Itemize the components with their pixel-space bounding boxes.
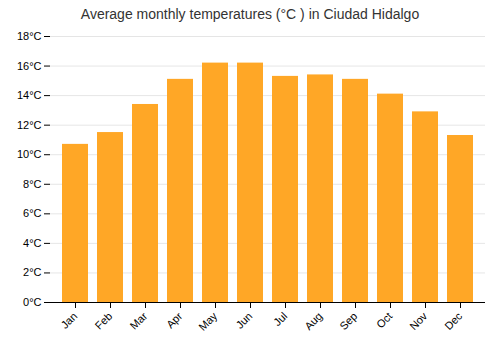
svg-text:Oct: Oct (374, 310, 395, 331)
svg-text:Jun: Jun (233, 310, 254, 331)
svg-text:16°C: 16°C (17, 60, 42, 72)
svg-text:Feb: Feb (93, 310, 115, 332)
svg-text:Sep: Sep (337, 310, 359, 332)
svg-text:Apr: Apr (164, 310, 185, 331)
svg-text:0°C: 0°C (23, 296, 42, 308)
svg-text:Nov: Nov (407, 309, 430, 332)
svg-text:4°C: 4°C (23, 237, 42, 249)
html-text:Average monthly temperatures (: Average monthly temperatures (°C ) in Ci… (80, 6, 420, 22)
svg-text:Aug: Aug (302, 310, 324, 332)
svg-text:6°C: 6°C (23, 207, 42, 219)
svg-text:2°C: 2°C (23, 266, 42, 278)
svg-text:Dec: Dec (442, 309, 465, 332)
svg-text:8°C: 8°C (23, 178, 42, 190)
svg-text:12°C: 12°C (17, 119, 42, 131)
svg-text:14°C: 14°C (17, 89, 42, 101)
svg-text:10°C: 10°C (17, 148, 42, 160)
svg-text:Jul: Jul (271, 310, 289, 328)
svg-text:Mar: Mar (128, 310, 150, 332)
svg-text:Jan: Jan (58, 310, 79, 331)
svg-text:May: May (196, 309, 220, 333)
svg-text:18°C: 18°C (17, 30, 42, 42)
